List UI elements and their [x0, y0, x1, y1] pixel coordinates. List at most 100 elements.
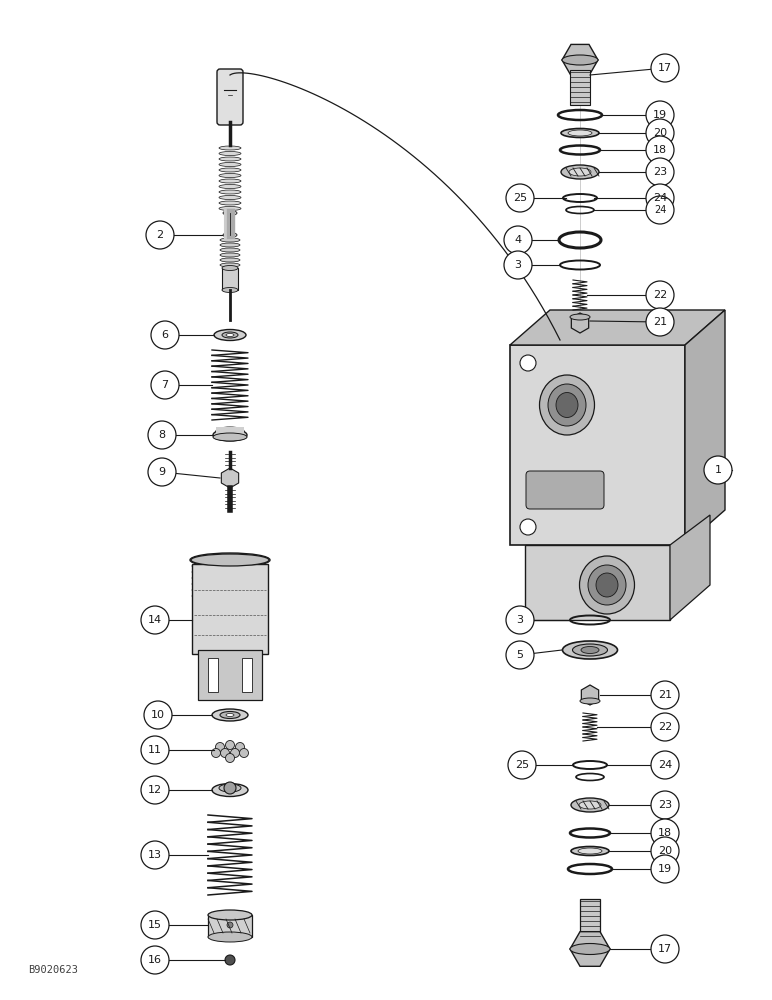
Ellipse shape	[190, 553, 270, 567]
Ellipse shape	[219, 196, 241, 200]
FancyBboxPatch shape	[526, 471, 604, 509]
Circle shape	[520, 519, 536, 535]
Ellipse shape	[580, 698, 600, 704]
Ellipse shape	[192, 557, 268, 563]
Circle shape	[141, 946, 169, 974]
Text: 2: 2	[157, 230, 164, 240]
Ellipse shape	[226, 334, 234, 336]
Circle shape	[651, 713, 679, 741]
Ellipse shape	[578, 848, 602, 854]
Circle shape	[146, 221, 174, 249]
Bar	[216, 427, 244, 435]
Circle shape	[151, 321, 179, 349]
Ellipse shape	[192, 593, 268, 599]
Ellipse shape	[214, 330, 246, 340]
Ellipse shape	[223, 232, 237, 237]
Text: 24: 24	[654, 205, 666, 215]
Circle shape	[651, 837, 679, 865]
Ellipse shape	[579, 801, 601, 809]
Text: 21: 21	[653, 317, 667, 327]
Text: 24: 24	[653, 193, 667, 203]
Circle shape	[520, 355, 536, 371]
Circle shape	[148, 458, 176, 486]
Ellipse shape	[222, 332, 238, 338]
Bar	[580, 899, 600, 939]
Text: 25: 25	[513, 193, 527, 203]
Text: 12: 12	[148, 785, 162, 795]
Polygon shape	[510, 310, 725, 345]
Circle shape	[651, 54, 679, 82]
Circle shape	[215, 742, 225, 752]
Text: 19: 19	[658, 864, 672, 874]
Text: 20: 20	[658, 846, 672, 856]
Circle shape	[225, 740, 235, 750]
Circle shape	[151, 371, 179, 399]
Ellipse shape	[219, 168, 241, 172]
Ellipse shape	[219, 201, 241, 205]
Text: 1: 1	[715, 465, 722, 475]
Ellipse shape	[571, 846, 609, 856]
Text: 5: 5	[516, 650, 523, 660]
Ellipse shape	[540, 375, 594, 435]
Text: 23: 23	[653, 167, 667, 177]
Text: 8: 8	[158, 430, 165, 440]
Text: 3: 3	[516, 615, 523, 625]
Bar	[570, 70, 590, 105]
Ellipse shape	[192, 569, 268, 575]
Ellipse shape	[208, 932, 252, 942]
Text: 22: 22	[653, 290, 667, 300]
Ellipse shape	[219, 190, 241, 194]
Ellipse shape	[561, 128, 599, 137]
Ellipse shape	[588, 565, 626, 605]
Ellipse shape	[219, 179, 241, 183]
Circle shape	[651, 681, 679, 709]
Circle shape	[506, 184, 534, 212]
Text: B9020623: B9020623	[28, 965, 78, 975]
Text: 24: 24	[658, 760, 672, 770]
Circle shape	[141, 736, 169, 764]
Text: 6: 6	[161, 330, 168, 340]
Ellipse shape	[226, 714, 234, 716]
Text: 17: 17	[658, 944, 672, 954]
Text: 11: 11	[148, 745, 162, 755]
Circle shape	[141, 606, 169, 634]
Circle shape	[144, 701, 172, 729]
Text: 3: 3	[514, 260, 522, 270]
Ellipse shape	[571, 798, 609, 812]
Bar	[208, 658, 218, 692]
Text: 7: 7	[161, 380, 168, 390]
Text: 18: 18	[658, 828, 672, 838]
Circle shape	[504, 226, 532, 254]
Ellipse shape	[570, 314, 590, 320]
Text: 10: 10	[151, 710, 165, 720]
Text: 13: 13	[148, 850, 162, 860]
Text: 21: 21	[658, 690, 672, 700]
Circle shape	[508, 751, 536, 779]
Text: 18: 18	[653, 145, 667, 155]
Ellipse shape	[580, 556, 635, 614]
Circle shape	[646, 196, 674, 224]
Bar	[208, 915, 252, 937]
Text: 9: 9	[158, 467, 165, 477]
Text: 25: 25	[515, 760, 529, 770]
Ellipse shape	[220, 243, 240, 247]
Ellipse shape	[569, 168, 591, 176]
Ellipse shape	[556, 392, 578, 418]
Text: 15: 15	[148, 920, 162, 930]
Ellipse shape	[222, 288, 238, 292]
Text: 17: 17	[658, 63, 672, 73]
FancyBboxPatch shape	[217, 69, 243, 125]
Circle shape	[504, 251, 532, 279]
Ellipse shape	[219, 146, 241, 150]
Ellipse shape	[192, 563, 268, 569]
Circle shape	[646, 281, 674, 309]
Text: 19: 19	[653, 110, 667, 120]
Circle shape	[651, 791, 679, 819]
Ellipse shape	[192, 575, 268, 581]
Ellipse shape	[570, 944, 610, 954]
Ellipse shape	[548, 384, 586, 426]
Ellipse shape	[208, 910, 252, 920]
Ellipse shape	[561, 165, 599, 179]
Ellipse shape	[563, 641, 618, 659]
Circle shape	[646, 136, 674, 164]
